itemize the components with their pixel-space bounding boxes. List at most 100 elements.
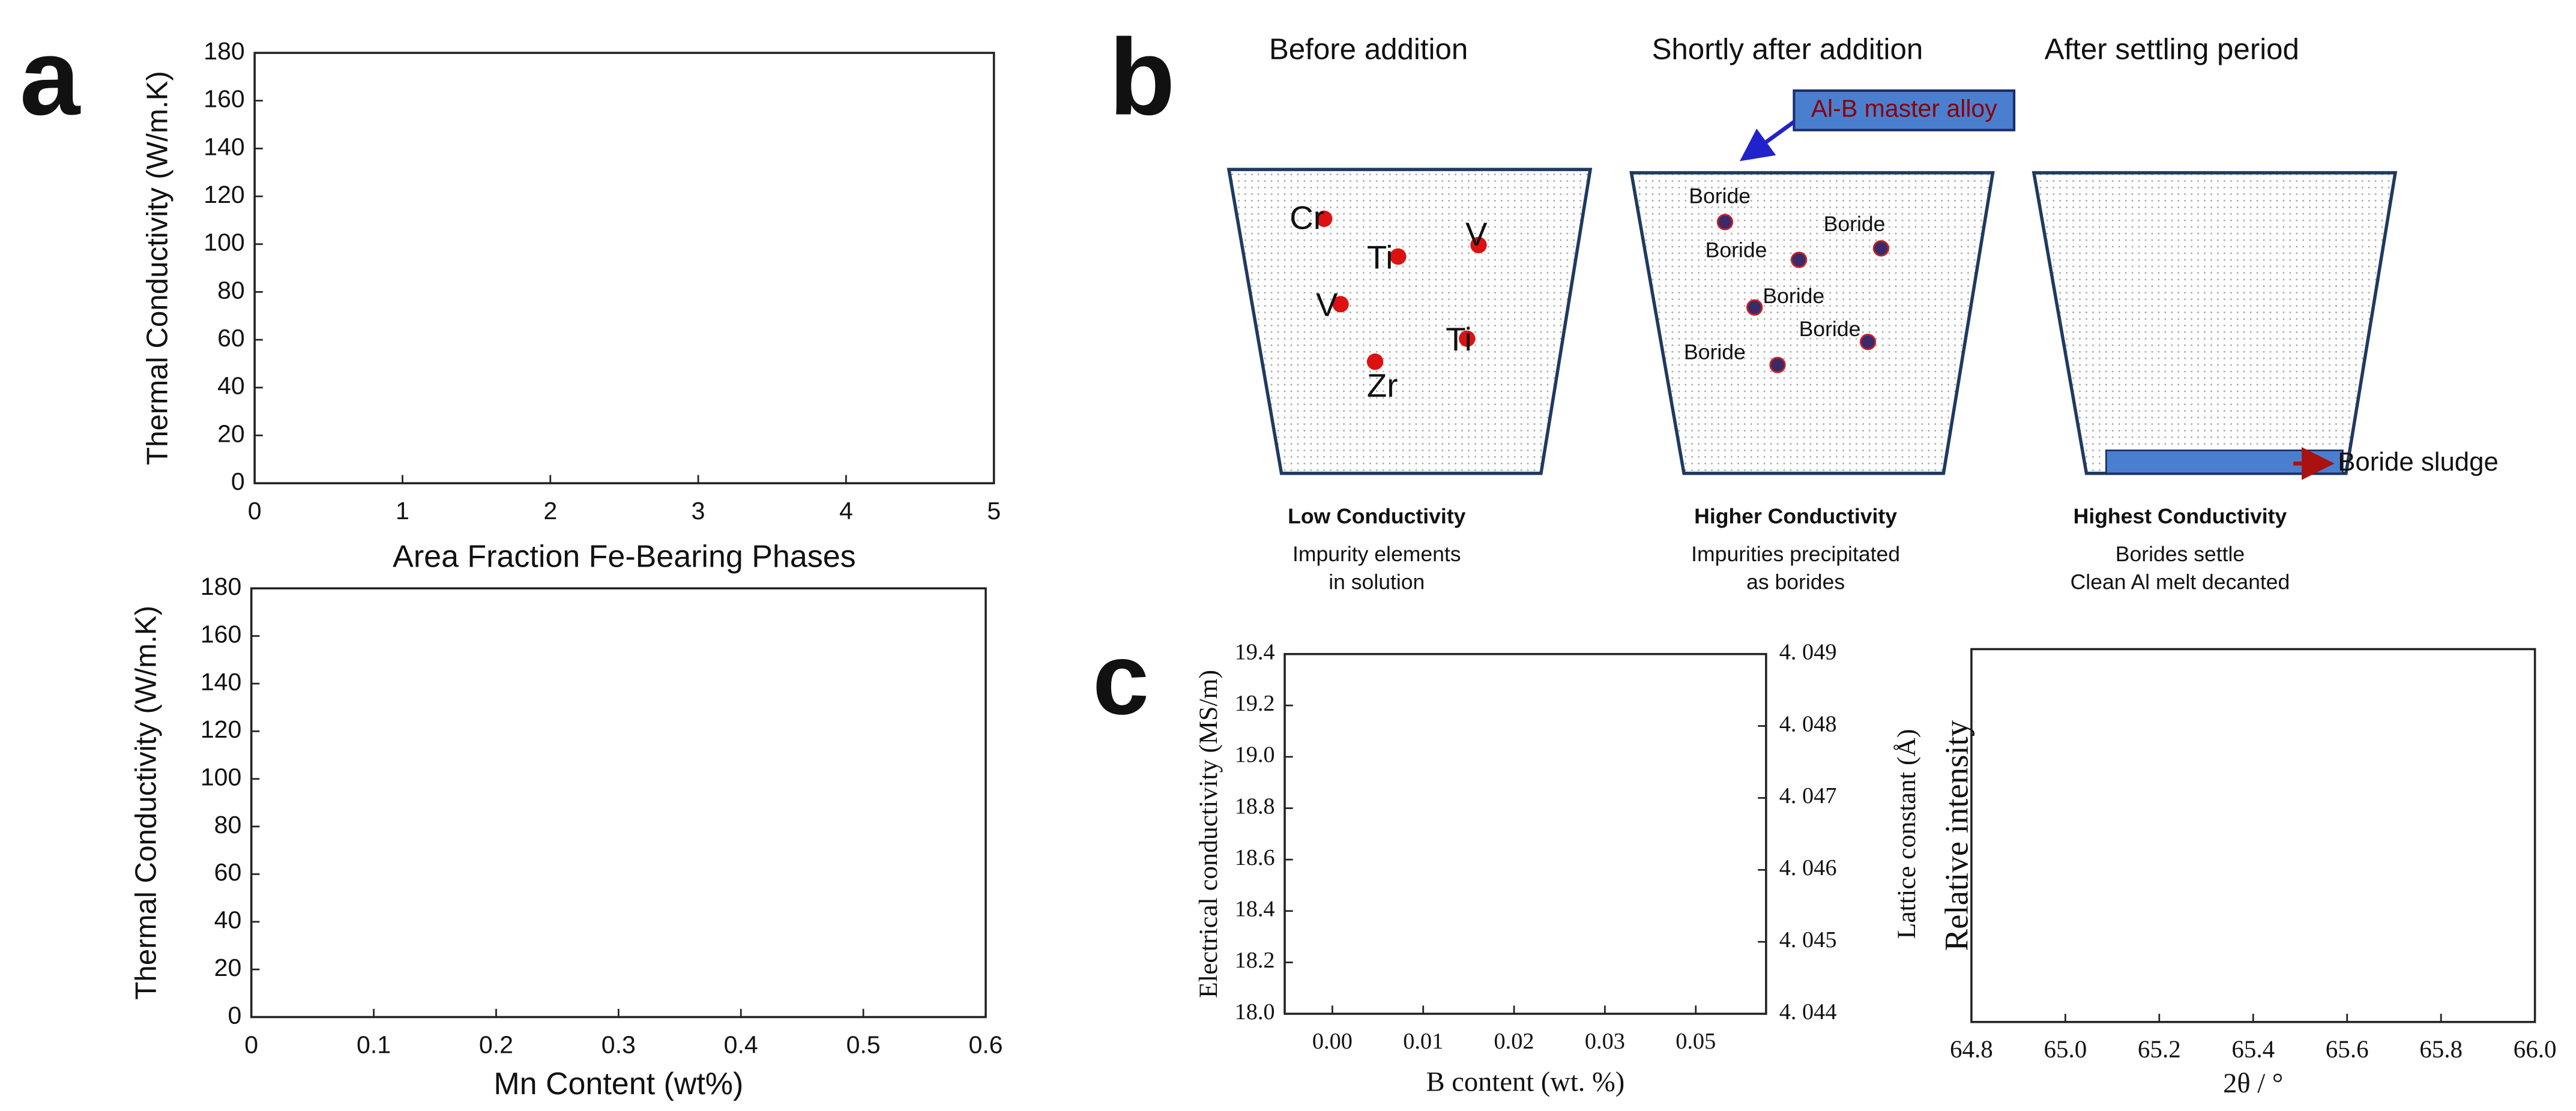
y-tick-label: 18.0 bbox=[1235, 999, 1275, 1025]
y-tick-label: 40 bbox=[214, 906, 242, 934]
container bbox=[1629, 171, 1995, 475]
y-tick-label: 18.8 bbox=[1235, 793, 1275, 819]
x-tick-label: 4 bbox=[839, 497, 853, 525]
y2-axis-title: Lattice constant (Å) bbox=[1892, 729, 1921, 939]
particle bbox=[1332, 296, 1349, 313]
particle bbox=[1746, 299, 1763, 316]
x-tick-label: 0.1 bbox=[357, 1031, 391, 1059]
x-tick-label: 65.4 bbox=[2231, 1035, 2275, 1062]
particle-label: Boride bbox=[1689, 184, 1751, 208]
additive-box bbox=[1793, 89, 2016, 131]
x-tick-label: 65.2 bbox=[2138, 1035, 2181, 1062]
y-tick-label: 100 bbox=[201, 763, 241, 791]
particle-label: Boride bbox=[1824, 212, 1886, 236]
y-tick-label: 140 bbox=[204, 133, 244, 160]
x-tick-label: 0.3 bbox=[602, 1031, 636, 1059]
caption: Highest Conductivity bbox=[2074, 504, 2287, 528]
particle bbox=[1872, 240, 1890, 257]
y-tick-label: 20 bbox=[214, 954, 242, 981]
y-tick-label: 80 bbox=[214, 811, 242, 839]
y-tick-label: 40 bbox=[217, 372, 245, 400]
panel-title: Shortly after addition bbox=[1652, 32, 1923, 65]
y2-tick-label: 4. 045 bbox=[1779, 927, 1837, 953]
y-tick-label: 60 bbox=[217, 324, 245, 352]
panel-label: b bbox=[1109, 17, 1175, 138]
plot-frame bbox=[250, 587, 987, 1019]
x-tick-label: 1 bbox=[396, 497, 409, 525]
panel-label: c bbox=[1093, 621, 1149, 735]
y-tick-label: 19.0 bbox=[1235, 742, 1275, 768]
arrow bbox=[1739, 120, 1796, 161]
particle bbox=[1470, 236, 1487, 253]
caption: Low Conductivity bbox=[1288, 504, 1466, 528]
x-tick-label: 66.0 bbox=[2514, 1035, 2557, 1062]
y-axis-title: Thermal Conductivity (W/m.K) bbox=[140, 71, 173, 465]
particle bbox=[1716, 214, 1734, 230]
particle bbox=[1366, 353, 1384, 370]
y-tick-label: 19.4 bbox=[1235, 639, 1275, 664]
additive-label: Al-B master alloy bbox=[1811, 95, 1998, 122]
y-tick-label: 140 bbox=[201, 668, 241, 696]
y-tick-label: 18.2 bbox=[1235, 948, 1275, 973]
sludge-label: Boride sludge bbox=[2338, 447, 2499, 477]
y2-tick-label: 4. 049 bbox=[1779, 639, 1837, 664]
y-tick-label: 0 bbox=[231, 468, 245, 495]
y2-tick-label: 4. 047 bbox=[1779, 783, 1837, 808]
x-tick-label: 0 bbox=[248, 497, 262, 525]
y-tick-label: 18.4 bbox=[1235, 897, 1275, 922]
y-tick-label: 80 bbox=[217, 276, 245, 304]
x-tick-label: 5 bbox=[987, 497, 1001, 525]
x-tick-label: 2 bbox=[543, 497, 557, 525]
particle-label: Cr bbox=[1290, 199, 1324, 236]
x-tick-label: 0.03 bbox=[1585, 1029, 1625, 1054]
y-tick-label: 160 bbox=[201, 620, 241, 648]
particle-label: Boride bbox=[1684, 340, 1746, 364]
container bbox=[1226, 167, 1593, 475]
particle-label: Boride bbox=[1763, 284, 1824, 308]
particle bbox=[1859, 334, 1877, 351]
particle bbox=[1316, 210, 1333, 227]
y-tick-label: 60 bbox=[214, 858, 242, 886]
y-tick-label: 100 bbox=[204, 229, 244, 256]
x-axis-title: Area Fraction Fe-Bearing Phases bbox=[393, 540, 855, 574]
caption: in solution bbox=[1329, 570, 1425, 594]
y-tick-label: 0 bbox=[228, 1001, 241, 1029]
x-tick-label: 0.4 bbox=[724, 1031, 758, 1059]
caption: Borides settle bbox=[2116, 542, 2245, 566]
caption: Clean Al melt decanted bbox=[2071, 570, 2290, 594]
caption: Impurities precipitated bbox=[1691, 542, 1900, 566]
y-tick-label: 18.6 bbox=[1235, 845, 1275, 870]
x-tick-label: 0 bbox=[244, 1031, 258, 1059]
x-tick-label: 3 bbox=[692, 497, 705, 525]
y-axis-title: Thermal Conductivity (W/m.K) bbox=[129, 606, 162, 1000]
particle-label: Zr bbox=[1367, 367, 1398, 404]
plot-frame bbox=[1970, 648, 2536, 1023]
y-axis-title: Relative intensity bbox=[1938, 720, 1974, 951]
container bbox=[2032, 171, 2398, 475]
panel-title: Before addition bbox=[1269, 32, 1468, 65]
y-tick-label: 120 bbox=[204, 181, 244, 208]
particle bbox=[1459, 330, 1476, 347]
plot-frame bbox=[1283, 652, 1767, 1015]
y-tick-label: 20 bbox=[217, 420, 245, 447]
y2-tick-label: 4. 044 bbox=[1779, 999, 1837, 1025]
caption: Impurity elements bbox=[1293, 542, 1461, 566]
x-tick-label: 64.8 bbox=[1950, 1035, 1993, 1062]
particle-label: V bbox=[1465, 215, 1488, 253]
y2-tick-label: 4. 048 bbox=[1779, 711, 1837, 736]
x-axis-title: Mn Content (wt%) bbox=[493, 1067, 743, 1101]
x-axis-title: B content (wt. %) bbox=[1426, 1067, 1625, 1097]
x-tick-label: 0.5 bbox=[846, 1031, 881, 1059]
x-tick-label: 0.2 bbox=[479, 1031, 513, 1059]
y-tick-label: 160 bbox=[204, 85, 244, 113]
panel-title: After settling period bbox=[2045, 32, 2299, 65]
particle-label: V bbox=[1316, 286, 1338, 324]
x-tick-label: 0.6 bbox=[968, 1031, 1003, 1059]
y-axis-title: Electrical conductivity (MS/m) bbox=[1194, 670, 1223, 998]
y-tick-label: 180 bbox=[201, 573, 241, 600]
particle bbox=[1790, 251, 1808, 268]
y-tick-label: 120 bbox=[201, 715, 241, 743]
caption: as borides bbox=[1746, 570, 1845, 594]
